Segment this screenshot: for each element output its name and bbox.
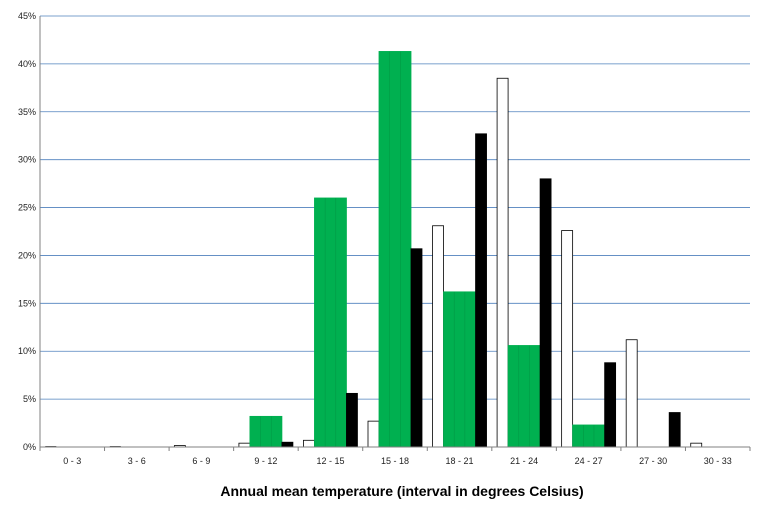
- x-tick-label: 6 - 9: [192, 456, 210, 466]
- y-tick-label: 30%: [18, 155, 36, 165]
- bar: [238, 442, 251, 448]
- y-tick-label: 40%: [18, 59, 36, 69]
- bar: [475, 133, 487, 448]
- bar: [572, 424, 606, 448]
- x-tick-label: 30 - 33: [704, 456, 732, 466]
- x-tick-label: 21 - 24: [510, 456, 538, 466]
- x-tick-label: 9 - 12: [254, 456, 277, 466]
- y-tick-label: 10%: [18, 346, 36, 356]
- x-tick-label: 3 - 6: [128, 456, 146, 466]
- bar: [367, 420, 380, 448]
- x-tick-label: 15 - 18: [381, 456, 409, 466]
- bar: [668, 412, 681, 448]
- y-tick-label: 35%: [18, 107, 36, 117]
- bar: [443, 291, 476, 448]
- x-tick-label: 12 - 15: [316, 456, 344, 466]
- bar: [346, 392, 358, 448]
- y-tick-label: 20%: [18, 250, 36, 260]
- bar: [507, 345, 541, 448]
- x-tick-label: 0 - 3: [63, 456, 81, 466]
- x-tick-label: 18 - 21: [446, 456, 474, 466]
- bar: [249, 415, 283, 448]
- bar: [378, 51, 412, 448]
- x-tick-label: 24 - 27: [575, 456, 603, 466]
- y-tick-label: 25%: [18, 203, 36, 213]
- bar: [410, 248, 423, 448]
- axes: 0% 5% 10% 15% 20% 25% 30% 35% 40% 45% 0 - 3 3 - 6 6 …: [18, 11, 751, 466]
- bar: [539, 178, 552, 448]
- bar: [690, 442, 703, 448]
- x-tick-label: 27 - 30: [639, 456, 667, 466]
- x-axis-title: Annual mean temperature (interval in deg…: [220, 483, 583, 499]
- y-tick-label: 0%: [23, 442, 36, 452]
- y-tick-label: 5%: [23, 394, 36, 404]
- bar: [314, 197, 347, 448]
- bar: [303, 439, 315, 448]
- bar: [281, 441, 294, 448]
- bar: [561, 230, 574, 448]
- y-tick-label: 45%: [18, 11, 36, 21]
- bar: [604, 362, 617, 448]
- y-tick-label: 15%: [18, 298, 36, 308]
- bar: [496, 77, 509, 448]
- bar: [625, 339, 638, 448]
- bars: [45, 51, 703, 448]
- bar: [432, 225, 444, 448]
